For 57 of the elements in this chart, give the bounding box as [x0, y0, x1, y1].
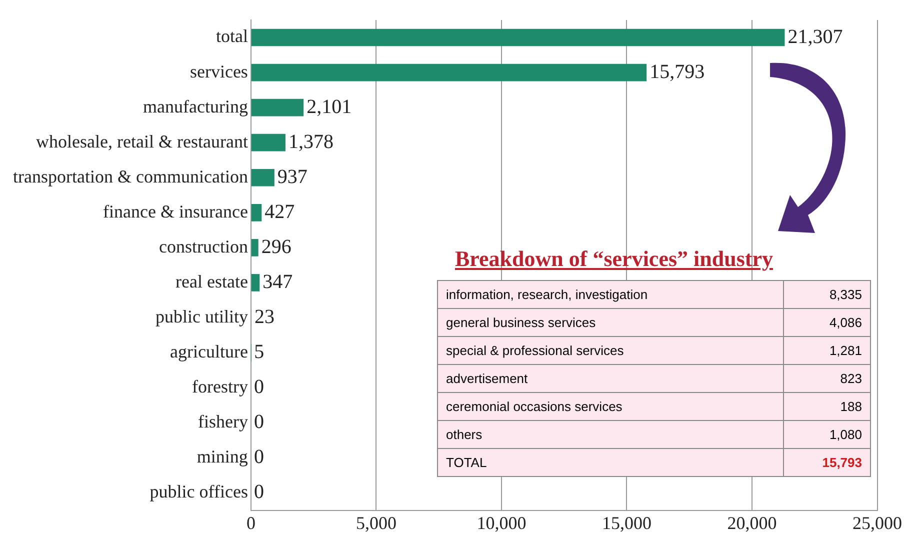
data-label: 937 [277, 166, 308, 188]
y-tick-label: agriculture [170, 342, 248, 362]
data-label: 15,793 [784, 448, 870, 476]
category-label: TOTAL [438, 448, 784, 476]
bar [251, 204, 262, 222]
data-label: 347 [262, 270, 293, 293]
data-label: 8,335 [784, 280, 870, 308]
category-label: information, research, investigation [438, 280, 784, 308]
data-label: 296 [261, 236, 292, 258]
bar [251, 274, 260, 292]
text: Breakdown of “services” industry [455, 246, 774, 272]
data-label: 1,281 [784, 336, 870, 364]
data-label: 188 [784, 392, 870, 420]
data-label: 15,793 [650, 60, 705, 83]
data-label: 0 [254, 446, 264, 468]
y-tick-label: manufacturing [142, 96, 248, 116]
y-tick-label: public offices [150, 482, 248, 502]
data-label: 1,378 [288, 130, 334, 153]
y-tick-label: public utility [155, 306, 248, 326]
data-label: 0 [254, 481, 264, 504]
y-tick-label: services [190, 61, 248, 82]
data-label: 23 [254, 306, 275, 328]
category-label: others [438, 420, 784, 448]
y-tick-label: fishery [198, 412, 248, 432]
category-label: special & professional services [438, 336, 784, 364]
data-label: 1,080 [784, 420, 870, 448]
y-tick-label: construction [158, 236, 248, 256]
y-tick-label: mining [196, 446, 248, 467]
y-tick-label: transportation & communication [12, 166, 248, 186]
x-tick-label: 5,000 [356, 512, 396, 533]
x-tick-label: 20,000 [727, 512, 777, 533]
category-label: ceremonial occasions services [438, 392, 784, 420]
bar [251, 239, 258, 256]
y-tick-label: real estate [175, 271, 248, 292]
x-tick-label: 10,000 [476, 512, 526, 533]
category-label: advertisement [438, 364, 784, 392]
x-tick-label: 0 [246, 512, 256, 533]
data-label: 0 [254, 411, 264, 434]
x-tick-label: 25,000 [852, 512, 902, 533]
y-tick-label: finance & insurance [103, 201, 248, 222]
x-tick-label: 15,000 [602, 512, 652, 533]
data-label: 823 [784, 364, 870, 392]
bar [251, 64, 647, 82]
y-tick-label: forestry [192, 376, 248, 397]
bar [251, 98, 304, 116]
data-label: 2,101 [306, 96, 352, 118]
data-label: 5 [254, 341, 264, 364]
y-tick-label: wholesale, retail & restaurant [36, 131, 248, 152]
y-tick-label: total [216, 26, 248, 46]
bar [251, 134, 286, 152]
bar [251, 168, 274, 186]
data-label: 4,086 [784, 308, 870, 336]
data-label: 21,307 [788, 26, 843, 48]
bar [251, 28, 785, 46]
data-label: 427 [264, 200, 295, 223]
data-label: 0 [254, 376, 264, 398]
category-label: general business services [438, 308, 784, 336]
